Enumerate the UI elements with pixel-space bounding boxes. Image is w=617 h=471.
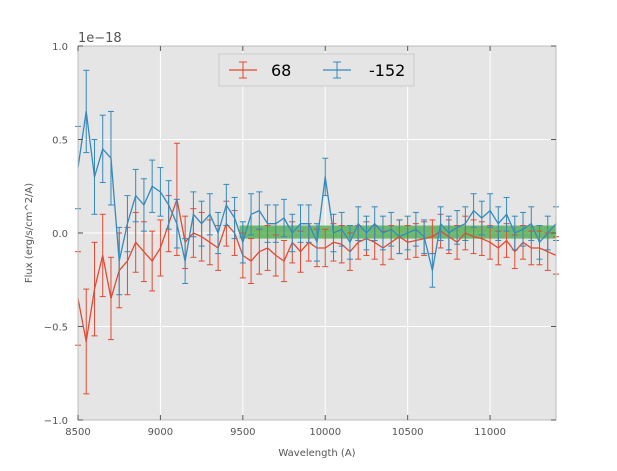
legend-label: -152 (369, 61, 405, 80)
y-tick-label: −0.5 (44, 323, 68, 334)
legend: 68 -152 (218, 53, 415, 87)
legend-label: 68 (271, 61, 291, 80)
y-tick-label: 0.0 (52, 229, 68, 240)
axes-layer: 8500 9000 9500 10000 10500 11000 −1.0 −0.5 0.0 0.… (44, 42, 557, 438)
y-axis-label: Flux (erg/s/cm^2/A) (24, 183, 35, 283)
legend-entry-2: -152 (323, 61, 405, 80)
y-offset-label: 1e−18 (78, 31, 122, 46)
x-axis-label: Wavelength (A) (278, 448, 355, 459)
x-tick-label: 11000 (474, 427, 506, 438)
x-tick-label: 10000 (309, 427, 341, 438)
series-line (77, 110, 557, 272)
x-tick-label: 9500 (230, 427, 255, 438)
x-tick-label: 8500 (65, 427, 90, 438)
y-tick-label: −1.0 (44, 416, 68, 427)
legend-entry-1: 68 (229, 61, 291, 80)
y-tick-label: 1.0 (52, 42, 68, 53)
y-tick-label: 0.5 (52, 136, 68, 147)
x-tick-label: 10500 (392, 427, 424, 438)
x-tick-label: 9000 (148, 427, 173, 438)
